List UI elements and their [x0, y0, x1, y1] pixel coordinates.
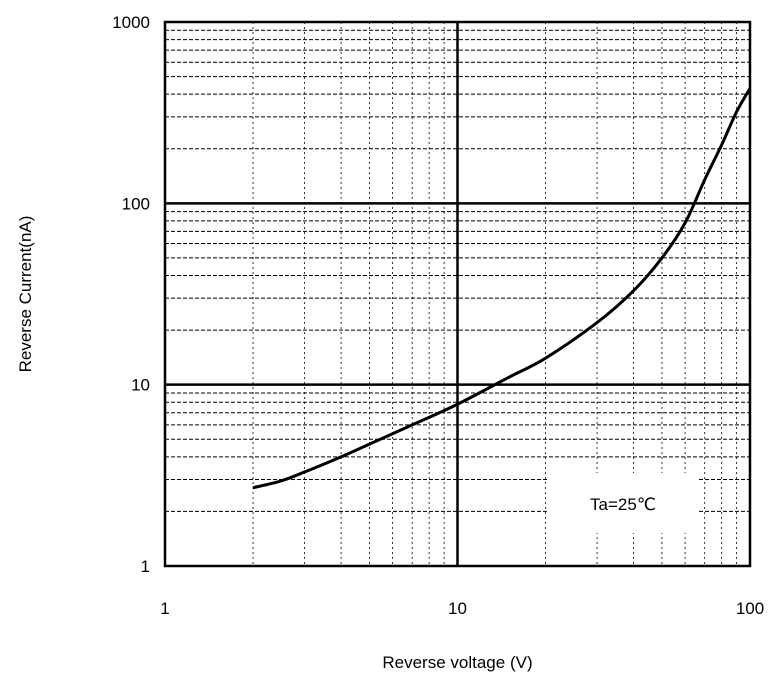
x-tick-label: 100 [736, 599, 764, 618]
y-tick-label: 1 [141, 557, 150, 576]
annotation-box: Ta=25℃ [548, 473, 698, 533]
y-tick-label: 1000 [112, 13, 150, 32]
y-tick-label: 100 [122, 194, 150, 213]
series-line [252, 87, 752, 490]
annotation-background [548, 473, 698, 533]
y-tick-label: 10 [131, 376, 150, 395]
y-axis-label: Reverse Current(nA) [16, 216, 35, 373]
x-tick-labels: 1 10 100 [160, 599, 764, 618]
major-grid [165, 22, 750, 566]
x-axis-label: Reverse voltage (V) [382, 653, 532, 672]
x-tick-label: 1 [160, 599, 169, 618]
annotation-text: Ta=25℃ [590, 495, 656, 514]
x-tick-label: 10 [448, 599, 467, 618]
y-tick-labels: 1 10 100 1000 [112, 13, 150, 576]
plot-frame [163, 20, 752, 568]
